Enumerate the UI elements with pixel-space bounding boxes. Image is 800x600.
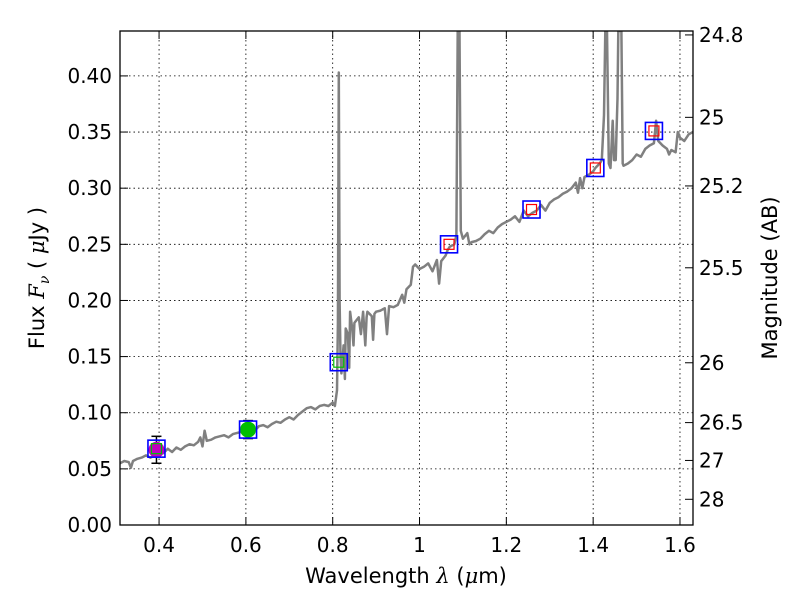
model-box-inner [648,125,660,137]
model-box-inner [242,423,254,436]
model-box-inner [333,356,345,368]
mag-tick-label: 25.5 [699,256,744,280]
mag-tick-label: 24.8 [699,23,744,47]
x-tick-label: 0.4 [143,533,175,557]
x-tick-label: 1.4 [577,533,609,557]
y-tick-label: 0.35 [67,120,112,144]
y-tick-label: 0.30 [67,176,112,200]
y-tick-label: 0.10 [67,401,112,425]
mag-tick-label: 26.5 [699,411,744,435]
model-box [522,200,541,219]
spectrum-series [120,31,693,469]
model-box-inner [589,162,601,174]
y2-axis-label: Magnitude (AB) [758,196,782,359]
plot-frame [119,30,694,526]
mag-tick-label: 27 [699,448,724,472]
model-box [147,439,166,458]
model-box [238,420,258,439]
model-box-inner [525,203,538,216]
x-tick-label: 0.6 [230,533,262,557]
y-tick-label: 0.15 [67,345,112,369]
model-box-inner [443,238,455,250]
x-tick-label: 1 [413,533,426,557]
mag-tick-label: 25 [699,105,724,129]
model-box [439,235,459,254]
x-tick-label: 1.2 [490,533,522,557]
grid [120,31,693,526]
y-tick-label: 0.25 [67,232,112,256]
mag-tick-label: 28 [699,487,724,511]
model-box [586,158,605,178]
x-tick-label: 1.6 [664,533,696,557]
mag-tick-label: 25.2 [699,174,744,198]
photometry-markers [147,121,664,464]
y-tick-label: 0.20 [67,288,112,312]
axis-ticks: 0.4 0.6 0.8 1 1.2 1.4 1.6 0.00 0.05 0.10 0.15 0.20 0… [67,23,743,557]
model-box-inner [150,443,163,455]
y-tick-label: 0.05 [67,457,112,481]
spectrum-line [120,31,693,469]
mag-tick-label: 26 [699,351,724,375]
x-axis-label: Wavelength λ (μm) [305,564,507,588]
observed-point [240,421,257,438]
model-box [644,121,664,141]
model-box [329,352,349,372]
y-axis-label: Flux Fν ( μJy ) [25,207,53,349]
y-tick-label: 0.00 [67,513,112,537]
x-tick-label: 0.8 [317,533,349,557]
y-tick-label: 0.40 [67,64,112,88]
